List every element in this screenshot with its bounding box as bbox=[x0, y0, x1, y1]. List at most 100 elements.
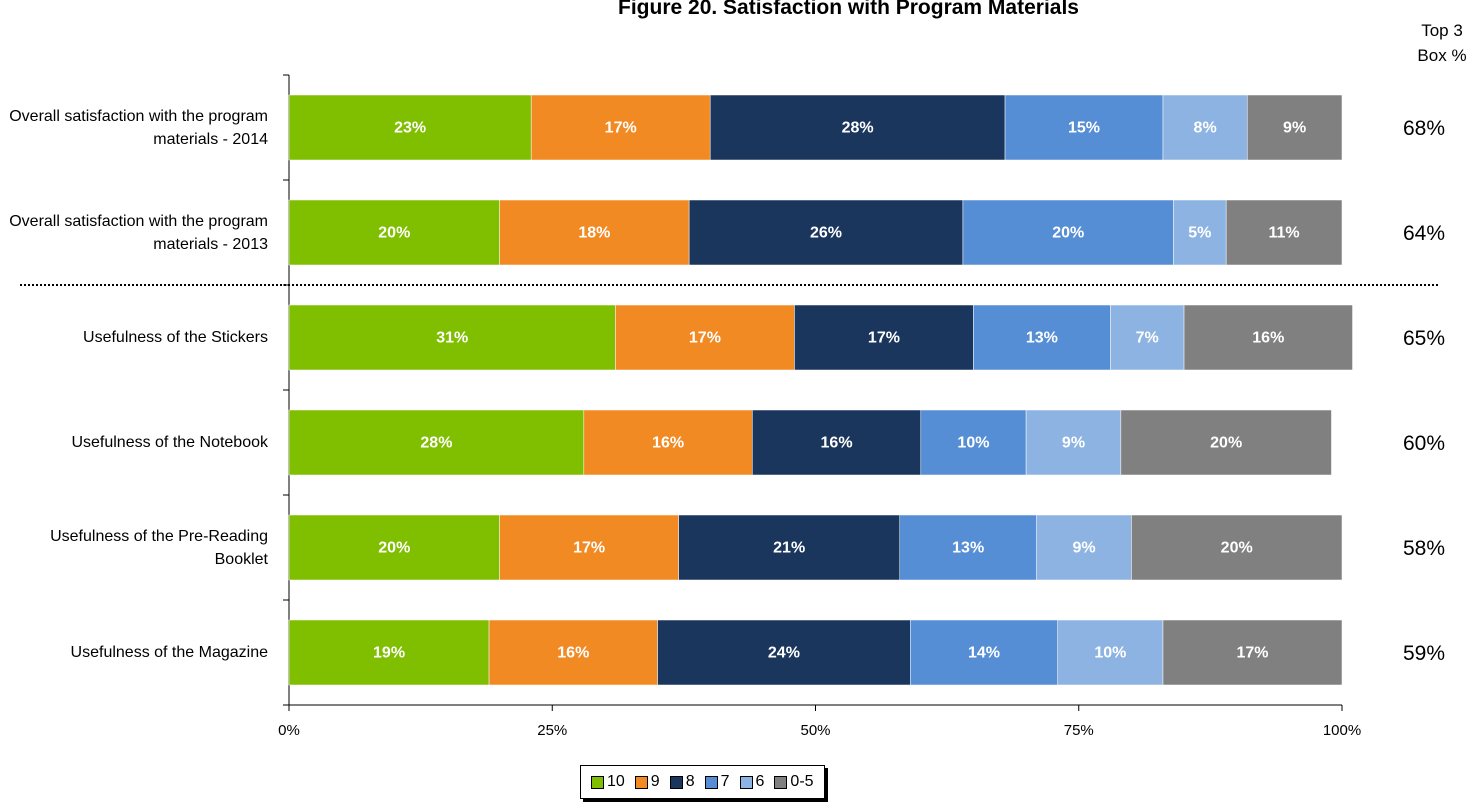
bar-segment bbox=[499, 514, 679, 581]
bar-segment bbox=[530, 94, 711, 161]
legend-swatch bbox=[591, 775, 604, 789]
x-tick-label: 0% bbox=[278, 722, 300, 739]
bar-segment bbox=[752, 409, 922, 476]
x-tick-label: 100% bbox=[1323, 722, 1361, 739]
legend-label: 6 bbox=[755, 773, 765, 790]
chart-title: Figure 20. Satisfaction with Program Mat… bbox=[618, 0, 1079, 19]
x-tick-label: 75% bbox=[1064, 722, 1094, 739]
category-label-text: Usefulness of the Notebook bbox=[71, 434, 268, 451]
legend: 10 9 8 7 6 0-5 bbox=[580, 765, 825, 799]
legend-label: 7 bbox=[720, 773, 730, 790]
bar-segment bbox=[288, 199, 500, 266]
bar-segment bbox=[1183, 304, 1353, 371]
bar-segment bbox=[899, 514, 1037, 581]
data-label: 20% bbox=[378, 225, 410, 242]
category-label-text: Usefulness of the Pre-Reading Booklet bbox=[50, 527, 268, 568]
bar-segment bbox=[615, 304, 795, 371]
bar-segment bbox=[288, 514, 500, 581]
bar-segment bbox=[920, 409, 1027, 476]
bar-segment bbox=[1162, 619, 1343, 686]
data-label: 7% bbox=[1136, 330, 1159, 347]
bar-segment bbox=[1173, 199, 1227, 266]
top3-value: 64% bbox=[1403, 222, 1445, 245]
top3-value: 60% bbox=[1403, 432, 1445, 455]
top3-title: Top 3 Box % bbox=[1417, 21, 1467, 65]
bar-segment bbox=[288, 409, 585, 476]
data-label: 11% bbox=[1269, 225, 1300, 242]
data-label: 16% bbox=[821, 435, 853, 452]
data-label: 31% bbox=[436, 330, 468, 347]
category-label: Overall satisfaction with the program ma… bbox=[0, 203, 268, 263]
data-label: 26% bbox=[810, 225, 842, 242]
legend-swatch bbox=[634, 775, 648, 789]
data-label: 9% bbox=[1072, 540, 1095, 557]
data-label: 20% bbox=[1052, 225, 1084, 242]
legend-label: 10 bbox=[607, 773, 625, 790]
category-label: Usefulness of the Notebook bbox=[0, 413, 268, 473]
bar-segment bbox=[499, 199, 690, 266]
legend-swatch bbox=[774, 775, 788, 789]
top3-value: 58% bbox=[1403, 537, 1445, 560]
data-label: 10% bbox=[957, 435, 989, 452]
data-label: 15% bbox=[1068, 120, 1100, 137]
data-label: 9% bbox=[1283, 120, 1306, 137]
bar-segment bbox=[1120, 409, 1332, 476]
data-label: 19% bbox=[373, 645, 405, 662]
bar-segment bbox=[1004, 94, 1164, 161]
data-label: 20% bbox=[1221, 540, 1253, 557]
category-label-text: Usefulness of the Stickers bbox=[83, 329, 268, 346]
data-label: 14% bbox=[968, 645, 1000, 662]
legend-item: 10 bbox=[591, 773, 625, 791]
data-label: 24% bbox=[768, 645, 800, 662]
data-label: 28% bbox=[842, 120, 874, 137]
legend-item: 8 bbox=[669, 773, 695, 791]
legend-item: 6 bbox=[739, 773, 765, 791]
legend-item: 9 bbox=[634, 773, 660, 791]
category-label: Usefulness of the Stickers bbox=[0, 308, 268, 368]
bar-segment bbox=[1036, 514, 1132, 581]
data-label: 17% bbox=[868, 330, 900, 347]
bar-segment bbox=[962, 199, 1174, 266]
data-label: 18% bbox=[578, 225, 610, 242]
legend-item: 0-5 bbox=[774, 773, 814, 791]
bar-segment bbox=[678, 514, 900, 581]
category-label: Usefulness of the Pre-Reading Booklet bbox=[0, 518, 268, 578]
data-label: 17% bbox=[605, 120, 637, 137]
top3-value: 68% bbox=[1403, 117, 1445, 140]
bar-segment bbox=[1131, 514, 1343, 581]
bar-segment bbox=[583, 409, 753, 476]
top3-value: 65% bbox=[1403, 327, 1445, 350]
bar-segment bbox=[1110, 304, 1185, 371]
bar-segment bbox=[709, 94, 1006, 161]
category-label: Usefulness of the Magazine bbox=[0, 623, 268, 683]
bar-segment bbox=[1246, 94, 1343, 161]
legend-swatch bbox=[669, 775, 683, 789]
data-label: 17% bbox=[1236, 645, 1268, 662]
data-label: 5% bbox=[1188, 225, 1211, 242]
x-tick-label: 50% bbox=[800, 722, 830, 739]
legend-label: 8 bbox=[685, 773, 695, 790]
data-label: 10% bbox=[1094, 645, 1126, 662]
data-label: 13% bbox=[1026, 330, 1058, 347]
category-label-text: Overall satisfaction with the program ma… bbox=[9, 107, 268, 148]
bar-segment bbox=[657, 619, 911, 686]
bar-segment bbox=[1225, 199, 1343, 266]
data-label: 16% bbox=[652, 435, 684, 452]
bar-segment bbox=[288, 619, 490, 686]
legend-label: 9 bbox=[650, 773, 660, 790]
bar-segment bbox=[794, 304, 974, 371]
top3-value: 59% bbox=[1403, 642, 1445, 665]
bar-segment bbox=[1025, 409, 1122, 476]
data-label: 23% bbox=[394, 120, 426, 137]
bar-segment bbox=[1057, 619, 1164, 686]
data-label: 28% bbox=[420, 435, 452, 452]
bar-segment bbox=[688, 199, 964, 266]
data-label: 13% bbox=[952, 540, 984, 557]
legend-swatch bbox=[739, 775, 753, 789]
category-label-text: Usefulness of the Magazine bbox=[70, 644, 268, 661]
legend-item: 7 bbox=[704, 773, 730, 791]
bar-segment bbox=[1162, 94, 1248, 161]
bar-segment bbox=[910, 619, 1058, 686]
